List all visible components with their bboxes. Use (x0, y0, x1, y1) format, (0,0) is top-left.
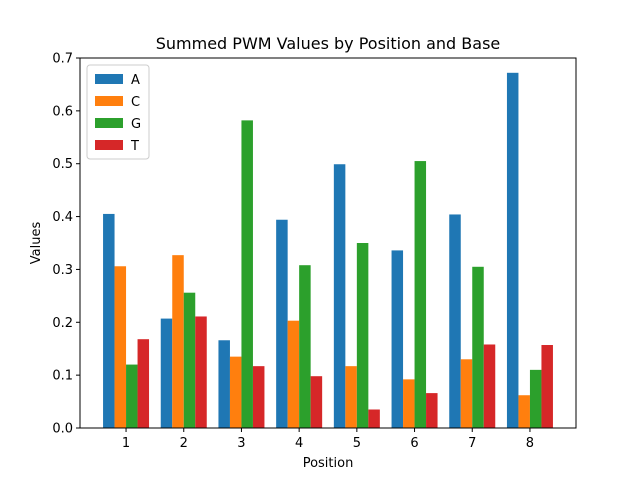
legend-swatch-g (95, 118, 123, 128)
x-axis: 1 2 3 4 5 6 7 8 (122, 428, 534, 451)
bar-a-pos-8 (506, 72, 519, 429)
bar-g-pos-8 (529, 369, 542, 428)
y-axis-label: Values (29, 222, 44, 265)
bar-a-pos-4 (276, 219, 288, 428)
bar-g-pos-6 (414, 161, 427, 428)
x-tick-label: 6 (410, 436, 418, 451)
bar-g-pos-7 (472, 266, 484, 428)
bar-c-pos-6 (403, 379, 415, 428)
x-tick-label: 4 (295, 436, 303, 451)
y-tick-label: 0.3 (52, 263, 73, 278)
y-tick-label: 0.0 (52, 422, 73, 437)
bar-a-pos-7 (449, 214, 461, 428)
bar-a-pos-2 (160, 318, 173, 428)
bar-c-pos-5 (345, 366, 357, 428)
y-tick-label: 0.7 (52, 52, 73, 67)
x-tick-label: 2 (180, 436, 188, 451)
x-tick-label: 8 (526, 436, 534, 451)
bar-t-pos-7 (483, 344, 496, 428)
bar-a-pos-1 (103, 213, 115, 428)
legend-label-c: C (131, 95, 140, 110)
bar-t-pos-1 (137, 339, 150, 428)
bar-g-pos-4 (299, 265, 311, 428)
bar-a-pos-5 (333, 164, 346, 429)
legend-label-g: G (131, 117, 141, 132)
bar-g-pos-5 (356, 243, 369, 428)
bar-t-pos-8 (541, 345, 553, 428)
y-tick-label: 0.1 (52, 369, 73, 384)
x-axis-label: Position (303, 456, 354, 471)
y-tick-label: 0.6 (52, 104, 73, 119)
bar-a-pos-3 (218, 340, 230, 428)
chart-title: Summed PWM Values by Position and Base (156, 34, 501, 53)
bar-c-pos-1 (114, 266, 127, 428)
x-tick-label: 1 (122, 436, 130, 451)
bar-c-pos-4 (287, 320, 300, 428)
plot-frame (79, 57, 577, 429)
bars-group (103, 72, 553, 429)
bar-c-pos-2 (172, 255, 184, 428)
legend-swatch-t (95, 140, 123, 150)
bar-a-pos-6 (391, 250, 404, 428)
bar-t-pos-6 (426, 393, 438, 428)
bar-c-pos-8 (518, 395, 530, 428)
y-tick-label: 0.5 (52, 157, 73, 172)
legend-box (86, 64, 150, 160)
bar-c-pos-7 (460, 359, 473, 428)
y-axis: 0.0 0.1 0.2 0.3 0.4 0.5 0.6 0.7 (52, 52, 80, 437)
bar-g-pos-1 (126, 364, 138, 428)
y-tick-label: 0.2 (52, 316, 73, 331)
bar-t-pos-3 (252, 366, 265, 428)
x-tick-label: 3 (237, 436, 245, 451)
bar-t-pos-4 (310, 376, 323, 428)
legend-label-t: T (130, 139, 139, 154)
x-tick-label: 5 (353, 436, 361, 451)
bar-g-pos-3 (241, 120, 253, 429)
bar-t-pos-5 (368, 409, 380, 428)
legend-label-a: A (131, 73, 140, 88)
legend-swatch-c (95, 96, 123, 106)
legend-swatch-a (95, 74, 123, 84)
bar-t-pos-2 (195, 316, 207, 428)
bar-g-pos-2 (183, 292, 196, 428)
bar-c-pos-3 (229, 356, 242, 428)
x-tick-label: 7 (468, 436, 476, 451)
y-tick-label: 0.4 (52, 210, 73, 225)
